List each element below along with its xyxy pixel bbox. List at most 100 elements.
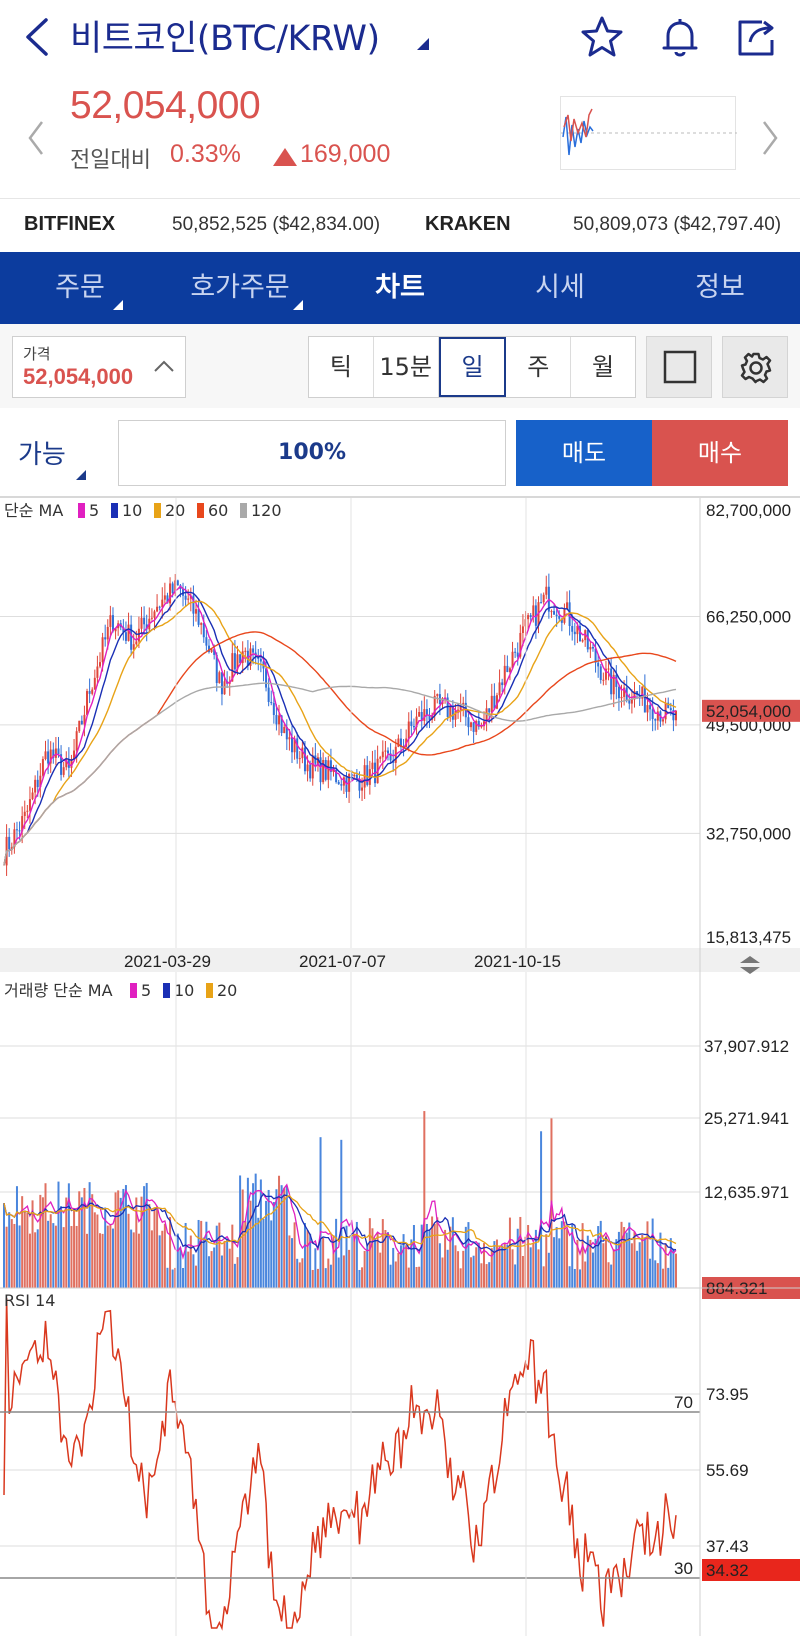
volume-bar [467, 1222, 470, 1288]
buy-button[interactable]: 매수 [652, 420, 788, 486]
star-icon[interactable] [578, 14, 626, 60]
period-week[interactable]: 주 [506, 337, 572, 397]
candle-body [233, 653, 236, 670]
period-15min[interactable]: 15분 [374, 337, 439, 397]
period-tick[interactable]: 틱 [309, 337, 374, 397]
volume-bar [311, 1269, 314, 1288]
volume-bar [420, 1224, 423, 1288]
candle-body [80, 720, 83, 725]
candle-body [78, 720, 81, 732]
candle-body [335, 770, 338, 782]
back-icon[interactable] [18, 14, 58, 60]
chart-canvas[interactable]: 82,700,00066,250,00049,500,00032,750,000… [0, 498, 800, 1636]
candle-body [10, 847, 13, 850]
tab-quote-order[interactable]: 호가주문 [165, 252, 315, 324]
period-day[interactable]: 일 [438, 337, 507, 397]
candle-body [490, 695, 493, 713]
volume-bar [407, 1267, 410, 1288]
candle-body [553, 611, 556, 615]
candle-body [239, 654, 242, 663]
tab-label: 주문 [55, 272, 105, 303]
volume-bar [252, 1183, 255, 1288]
legend-swatch [240, 503, 247, 518]
candle-body [527, 615, 530, 620]
volume-bar [425, 1223, 428, 1288]
volume-bar [158, 1235, 161, 1288]
volume-bar [428, 1230, 431, 1288]
volume-bar [397, 1252, 400, 1288]
volume-bar [623, 1227, 626, 1288]
sell-button[interactable]: 매도 [516, 420, 652, 486]
tab-order[interactable]: 주문 [5, 252, 155, 324]
volume-bar [163, 1223, 166, 1288]
mini-chart[interactable] [560, 96, 737, 170]
volume-bar [226, 1238, 229, 1288]
tab-chart[interactable]: 차트 [325, 252, 475, 324]
candle-body [114, 628, 117, 632]
volume-bar [643, 1237, 646, 1288]
price-tick-label: 66,250,000 [706, 607, 791, 626]
chart-area[interactable]: 82,700,000 66,250,000 49,500,000 32,750,000… [0, 496, 800, 1636]
candle-body [306, 764, 309, 772]
rsi-legend-title: RSI 14 [4, 1291, 55, 1310]
candle-body [137, 628, 140, 642]
candle-body [205, 637, 208, 646]
settings-button[interactable] [722, 336, 788, 398]
volume-bar [394, 1261, 397, 1288]
rsi-level-label: 70 [674, 1393, 693, 1412]
pane-resize-icon[interactable] [740, 956, 760, 974]
volume-bar [34, 1232, 37, 1288]
volume-bar [584, 1261, 587, 1288]
volume-bar [464, 1226, 467, 1288]
candle-body [340, 784, 343, 786]
period-month[interactable]: 월 [592, 353, 615, 381]
legend-label: 20 [217, 981, 237, 1000]
tab-info[interactable]: 정보 [645, 252, 795, 324]
candle-body [591, 646, 594, 649]
candle-body [18, 830, 21, 832]
prev-arrow-icon[interactable] [24, 118, 48, 158]
volume-bar [18, 1225, 21, 1288]
candle-body [309, 764, 312, 779]
volume-bar [454, 1245, 457, 1288]
price-type-label: 가격 [23, 345, 51, 363]
volume-bar [114, 1192, 117, 1288]
candle-body [649, 705, 652, 710]
next-arrow-icon[interactable] [758, 118, 782, 158]
volume-bar [368, 1218, 371, 1288]
tab-market[interactable]: 시세 [485, 252, 635, 324]
candle-body [472, 722, 475, 732]
candle-body [311, 755, 314, 779]
volume-bar [70, 1226, 73, 1288]
volume-bar [272, 1202, 275, 1288]
volume-bar [319, 1137, 322, 1288]
percent-selector[interactable]: 100% [118, 420, 506, 486]
fullscreen-button[interactable] [646, 336, 712, 398]
date-tick-label: 2021-03-29 [124, 952, 211, 971]
volume-bar [218, 1222, 221, 1288]
candle-body [555, 614, 558, 617]
price-type-select[interactable]: 가격 52,054,000 [12, 336, 186, 398]
page-title[interactable]: 비트코인(BTC/KRW) [70, 19, 380, 59]
candle-body [244, 650, 247, 652]
volume-bar [309, 1233, 312, 1288]
candle-body [646, 705, 649, 713]
candle-body [353, 774, 356, 777]
candle-body [52, 749, 55, 758]
candle-body [602, 679, 605, 681]
candle-body [23, 811, 26, 817]
candle-body [62, 767, 65, 775]
exchange-row: BITFINEX 50,852,525 ($42,834.00) KRAKEN … [0, 198, 800, 252]
bell-icon[interactable] [656, 14, 704, 60]
volume-bar [329, 1264, 332, 1288]
candle-body [519, 632, 522, 657]
volume-axis: 37,907.912 25,271.941 12,635.971 거래량 단순 MA 5… [0, 981, 800, 1299]
volume-bar [88, 1182, 91, 1288]
candle-body [451, 705, 454, 720]
change-percent: 0.33% [170, 140, 241, 168]
volume-bar [99, 1233, 101, 1288]
share-icon[interactable] [732, 14, 780, 60]
available-label[interactable]: 가능 [18, 440, 66, 470]
candle-body [166, 595, 169, 604]
title-dropdown-icon[interactable] [415, 36, 431, 52]
